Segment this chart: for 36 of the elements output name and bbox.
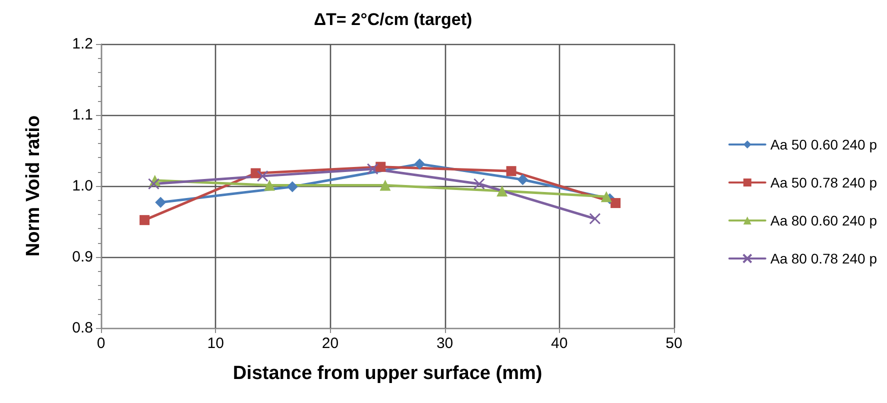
x-axis-title: Distance from upper surface (mm) — [232, 363, 542, 384]
point — [380, 180, 391, 191]
point — [148, 178, 160, 190]
y-tick-label: 1.0 — [72, 178, 93, 194]
x-tick-label: 50 — [666, 335, 682, 352]
y-tick-label: 1.2 — [72, 36, 93, 52]
point — [366, 163, 378, 175]
point — [376, 162, 386, 172]
x-tick-label: 20 — [322, 335, 339, 352]
x-tick-label: 30 — [436, 335, 454, 352]
point — [155, 196, 166, 208]
point — [264, 180, 275, 191]
point — [517, 174, 528, 186]
point — [140, 215, 150, 226]
x-tick-label: 10 — [207, 335, 224, 352]
y-tick-label: 0.9 — [72, 248, 93, 266]
legend-label: Aa 50 0.78 240 p — [770, 174, 878, 190]
chart-title: ΔT= 2°C/cm (target) — [314, 10, 472, 29]
point — [589, 212, 601, 224]
point — [473, 178, 485, 190]
x-tick-label: 0 — [96, 335, 106, 352]
y-tick-label: 1.1 — [72, 106, 93, 124]
y-axis-title: Norm Void ratio — [23, 115, 44, 257]
point — [610, 198, 621, 208]
legend-label: Aa 80 0.60 240 p — [770, 212, 878, 228]
point — [256, 170, 268, 182]
point — [414, 158, 426, 170]
point — [506, 166, 516, 176]
point — [250, 168, 261, 178]
point — [286, 181, 298, 192]
point — [600, 191, 612, 202]
y-tick-label: 0.8 — [72, 320, 93, 336]
point — [496, 185, 508, 196]
legend-label: Aa 50 0.60 240 p — [770, 136, 878, 152]
x-tick-label: 40 — [551, 335, 568, 352]
legend-label: Aa 80 0.78 240 p — [770, 250, 878, 266]
